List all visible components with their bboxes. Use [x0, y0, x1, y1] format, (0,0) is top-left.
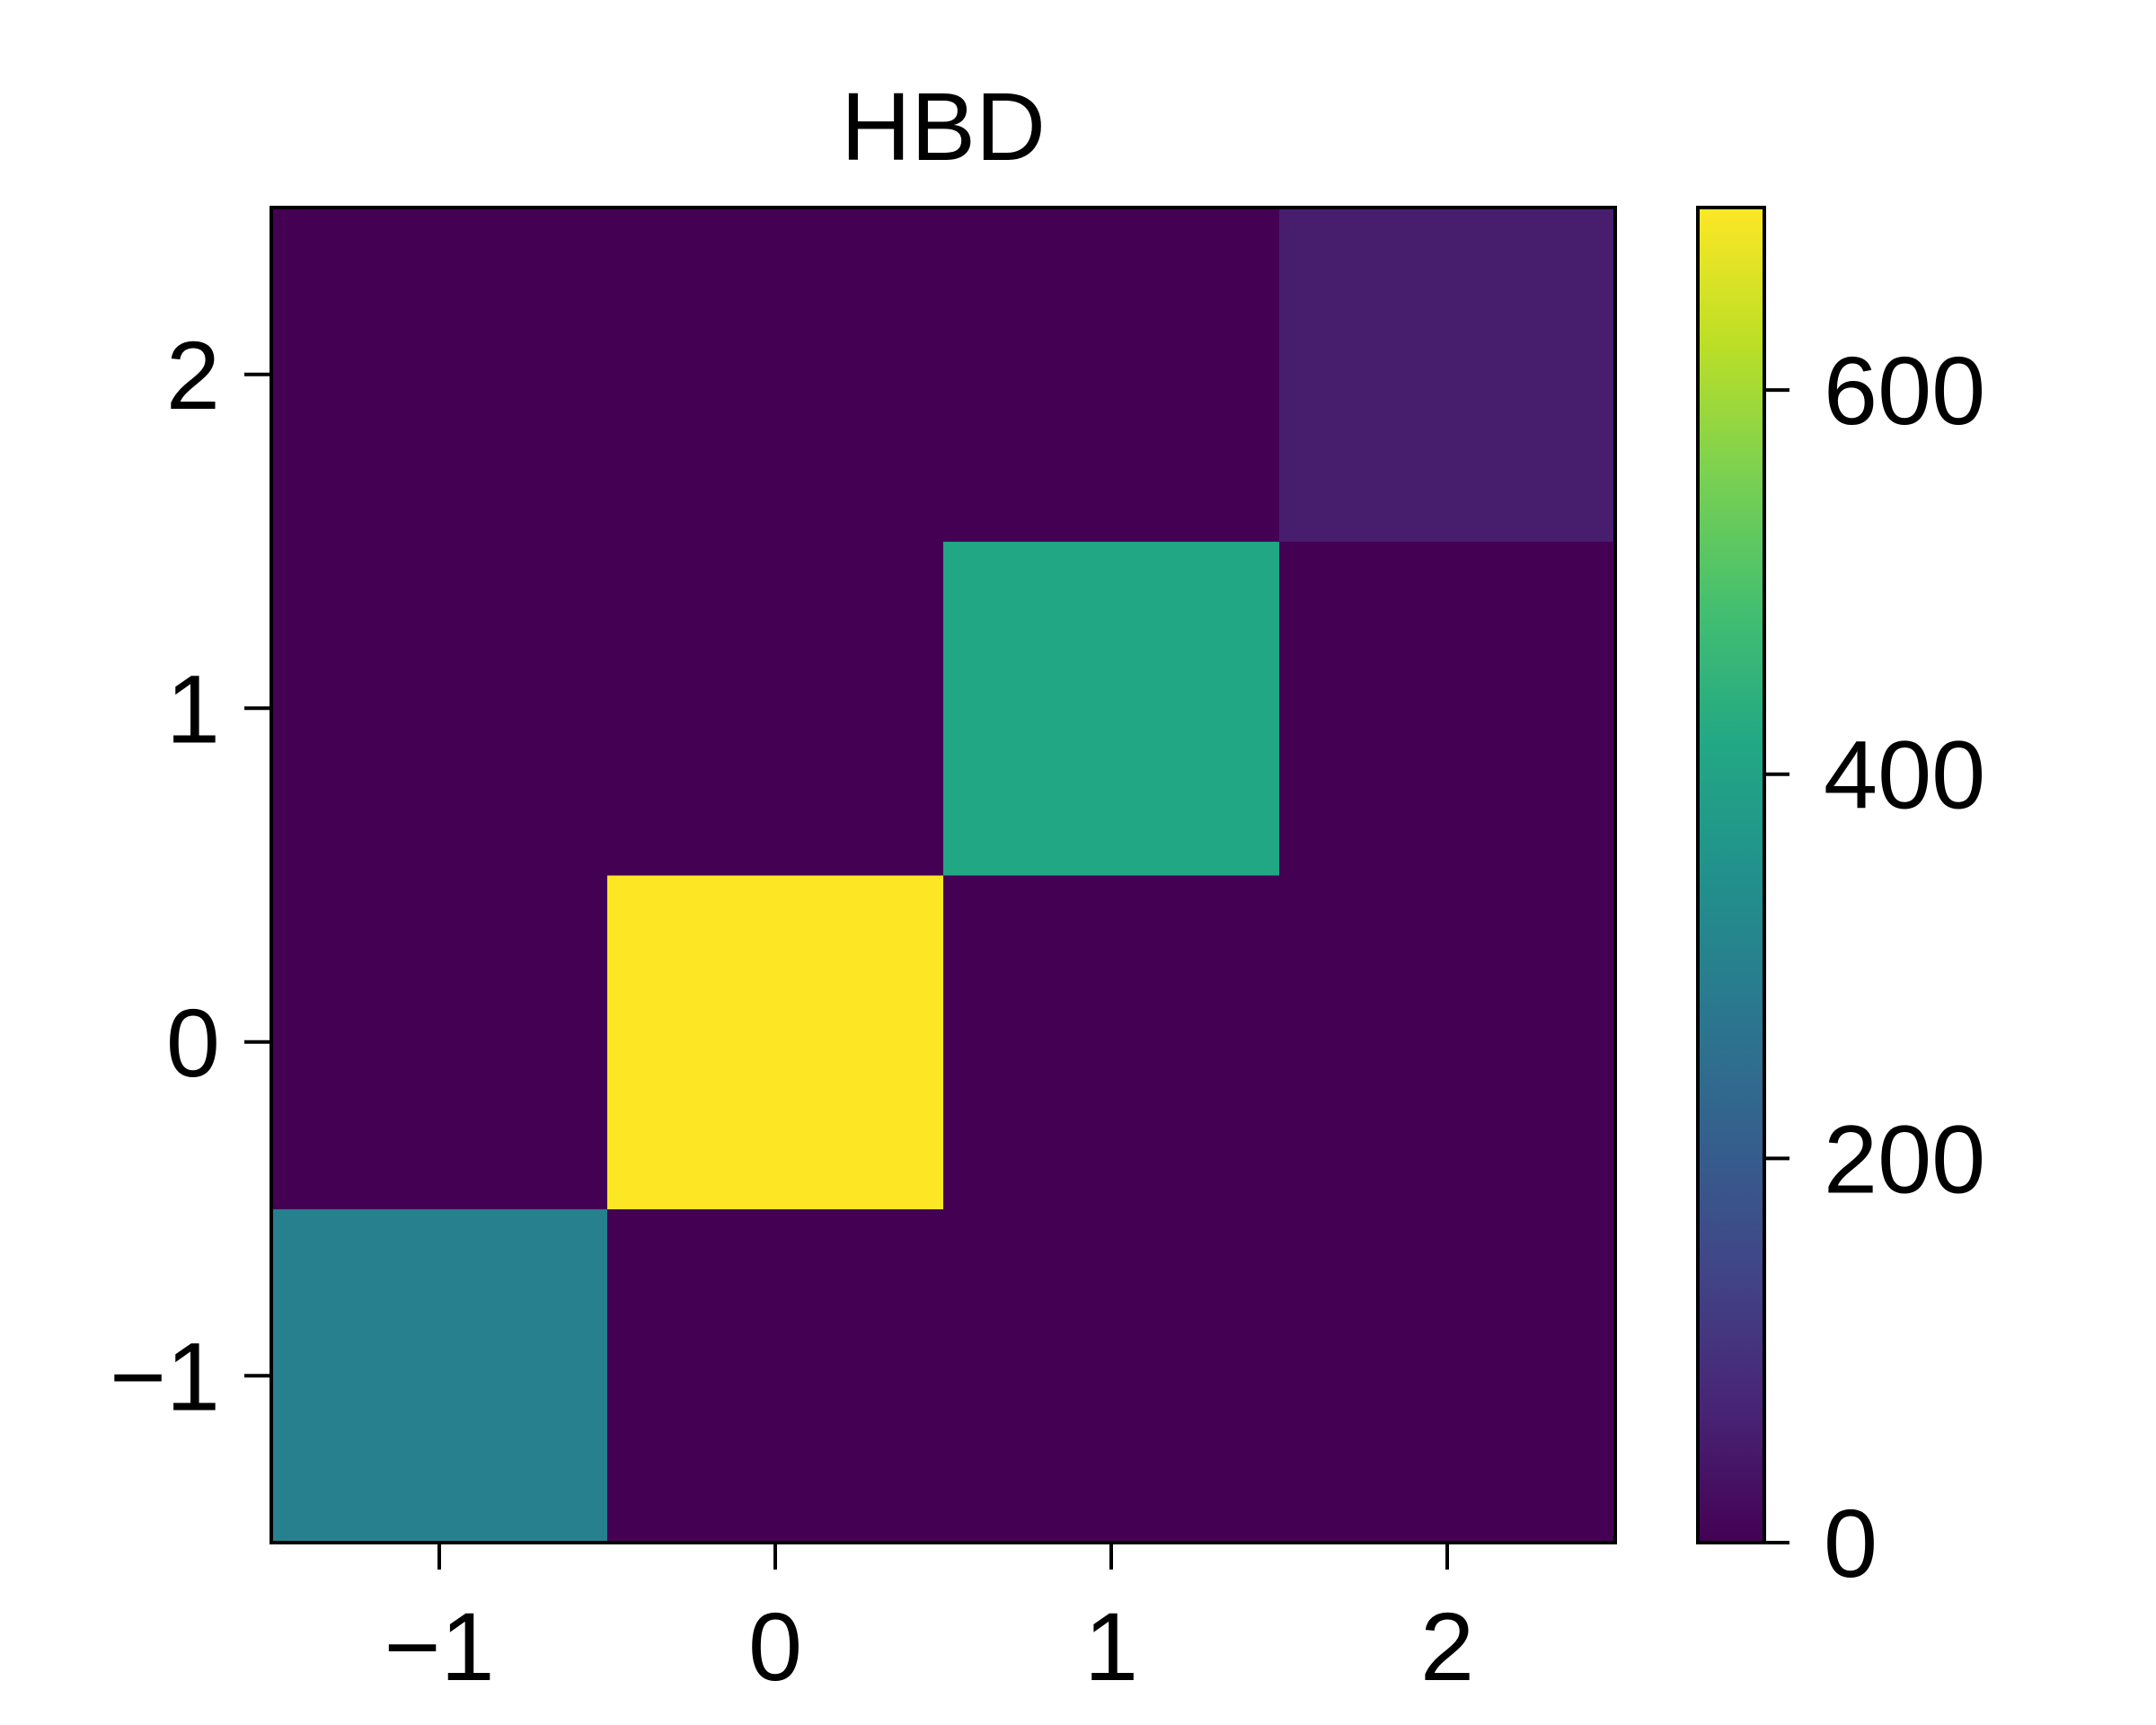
heatmap-cell — [607, 1208, 944, 1544]
heatmap-cell — [271, 541, 608, 876]
y-tick-label: −1 — [110, 1322, 220, 1430]
colorbar-axis: 0 200 400 600 — [1764, 336, 1985, 1597]
heatmap-cell — [271, 208, 608, 542]
heatmap-cell — [943, 541, 1280, 876]
heatmap-cell — [1279, 1208, 1616, 1544]
heatmap-cell — [607, 208, 944, 542]
x-axis: −1 0 1 2 — [384, 1543, 1474, 1701]
heatmap-cell — [607, 875, 944, 1209]
y-tick-label: 0 — [166, 988, 220, 1097]
colorbar — [1696, 206, 1766, 1544]
y-tick-label: 1 — [166, 654, 220, 763]
y-axis: −1 0 1 2 — [110, 321, 271, 1430]
x-tick-label: 2 — [1420, 1592, 1474, 1701]
heatmap-cells — [271, 208, 1616, 1544]
colorbar-tick-label: 600 — [1824, 336, 1985, 445]
x-tick-label: 1 — [1084, 1592, 1138, 1701]
x-tick-label: −1 — [384, 1592, 494, 1701]
heatmap-cell — [271, 1208, 608, 1544]
heatmap-cell — [943, 208, 1280, 542]
heatmap-cell — [271, 875, 608, 1209]
colorbar-tick-label: 200 — [1824, 1104, 1985, 1213]
heatmap-cell — [943, 875, 1280, 1209]
heatmap-cell — [607, 541, 944, 876]
heatmap-cell — [1279, 541, 1616, 876]
heatmap-cell — [1279, 875, 1616, 1209]
plot-frame — [270, 206, 1617, 1544]
colorbar-tick-label: 400 — [1824, 721, 1985, 829]
colorbar-tick-label: 0 — [1824, 1489, 1878, 1597]
x-tick-label: 0 — [748, 1592, 802, 1701]
heatmap-cell — [1279, 208, 1616, 542]
chart-title: HBD — [841, 72, 1046, 181]
y-tick-label: 2 — [166, 321, 220, 429]
heatmap-cell — [943, 1208, 1280, 1544]
